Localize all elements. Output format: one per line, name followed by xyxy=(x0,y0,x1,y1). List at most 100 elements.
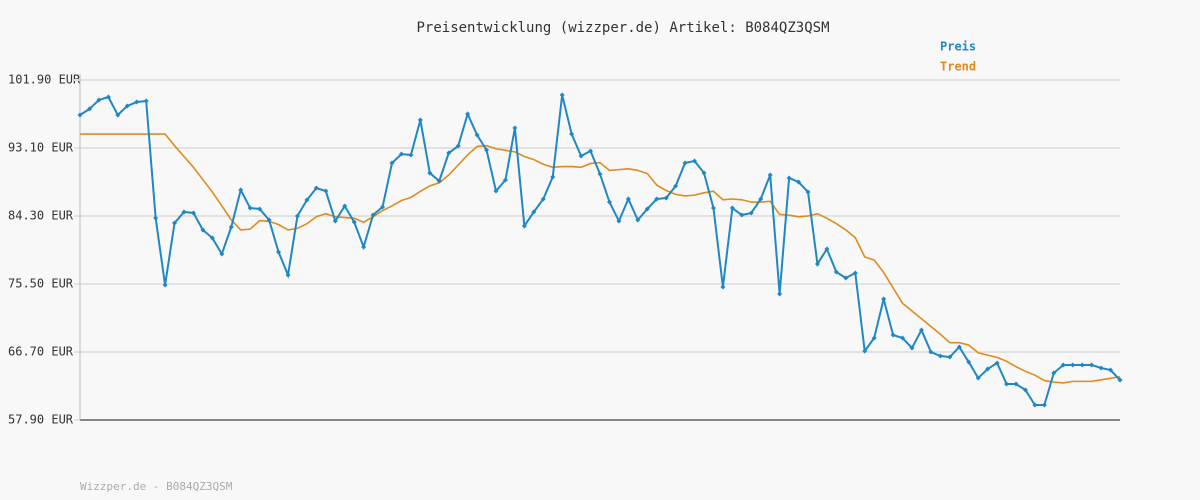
point xyxy=(833,269,839,275)
point xyxy=(1022,387,1028,393)
point xyxy=(531,209,537,215)
point xyxy=(890,332,896,338)
point xyxy=(881,296,887,302)
point xyxy=(720,284,726,290)
point xyxy=(956,344,962,350)
point xyxy=(446,150,452,156)
point xyxy=(313,185,319,191)
point xyxy=(673,183,679,189)
point xyxy=(796,179,802,185)
y-tick-label: 84.30 EUR xyxy=(8,209,74,223)
point xyxy=(285,272,291,278)
point xyxy=(814,261,820,267)
point xyxy=(247,205,253,211)
point xyxy=(361,244,367,250)
point xyxy=(257,206,263,212)
point xyxy=(824,246,830,252)
legend-label: Trend xyxy=(940,60,976,74)
point xyxy=(427,170,433,176)
point xyxy=(332,218,338,224)
point xyxy=(616,218,622,224)
point xyxy=(767,172,773,178)
line-trend xyxy=(80,133,1121,384)
point xyxy=(398,151,404,157)
chart-title: Preisentwicklung (wizzper.de) Artikel: B… xyxy=(416,20,829,36)
point xyxy=(966,359,972,365)
point xyxy=(266,217,272,223)
point xyxy=(900,335,906,341)
point xyxy=(871,335,877,341)
point xyxy=(1108,367,1114,373)
point xyxy=(493,188,499,194)
point xyxy=(1117,377,1123,383)
point xyxy=(521,223,527,229)
point xyxy=(701,170,707,176)
point xyxy=(786,175,792,181)
point xyxy=(1041,402,1047,408)
point xyxy=(1079,362,1085,368)
point xyxy=(559,92,565,98)
point xyxy=(200,227,206,233)
point xyxy=(380,204,386,210)
y-tick-label: 75.50 EUR xyxy=(8,277,74,291)
point xyxy=(777,291,783,297)
point xyxy=(692,158,698,164)
point xyxy=(852,270,858,276)
point xyxy=(597,171,603,177)
point xyxy=(569,131,575,137)
point xyxy=(77,112,83,118)
point xyxy=(644,206,650,212)
point xyxy=(748,210,754,216)
point xyxy=(985,366,991,372)
point xyxy=(502,177,508,183)
point xyxy=(304,197,310,203)
point xyxy=(474,132,480,138)
point xyxy=(323,188,329,194)
line-preis xyxy=(79,94,1121,407)
point xyxy=(975,375,981,381)
point xyxy=(455,143,461,149)
point xyxy=(909,345,915,351)
point xyxy=(484,147,490,153)
y-tick-label: 66.70 EUR xyxy=(8,345,74,359)
point xyxy=(540,196,546,202)
point xyxy=(408,152,414,158)
point xyxy=(370,212,376,218)
point xyxy=(635,217,641,223)
point xyxy=(862,348,868,354)
point xyxy=(578,153,584,159)
point xyxy=(1089,362,1095,368)
point xyxy=(663,195,669,201)
point xyxy=(96,97,102,103)
point xyxy=(843,275,849,281)
point xyxy=(219,251,225,257)
point xyxy=(181,209,187,215)
point xyxy=(928,349,934,355)
point xyxy=(947,354,953,360)
point xyxy=(1032,402,1038,408)
point xyxy=(994,360,1000,366)
point xyxy=(465,111,471,117)
point xyxy=(758,196,764,202)
point xyxy=(1070,362,1076,368)
point xyxy=(86,106,92,112)
point xyxy=(238,187,244,193)
point xyxy=(134,99,140,105)
point xyxy=(389,160,395,166)
point xyxy=(209,235,215,241)
point xyxy=(550,174,556,180)
point xyxy=(143,98,149,104)
footer: Wizzper.de - B084QZ3QSM xyxy=(80,480,233,493)
y-tick-label: 57.90 EUR xyxy=(8,413,74,427)
point xyxy=(512,125,518,131)
point xyxy=(937,353,943,359)
point xyxy=(1098,365,1104,371)
point xyxy=(105,94,111,100)
point xyxy=(606,199,612,205)
point xyxy=(1013,381,1019,387)
point xyxy=(115,112,121,118)
point xyxy=(625,196,631,202)
point xyxy=(805,189,811,195)
point xyxy=(228,224,234,230)
point xyxy=(417,117,423,123)
